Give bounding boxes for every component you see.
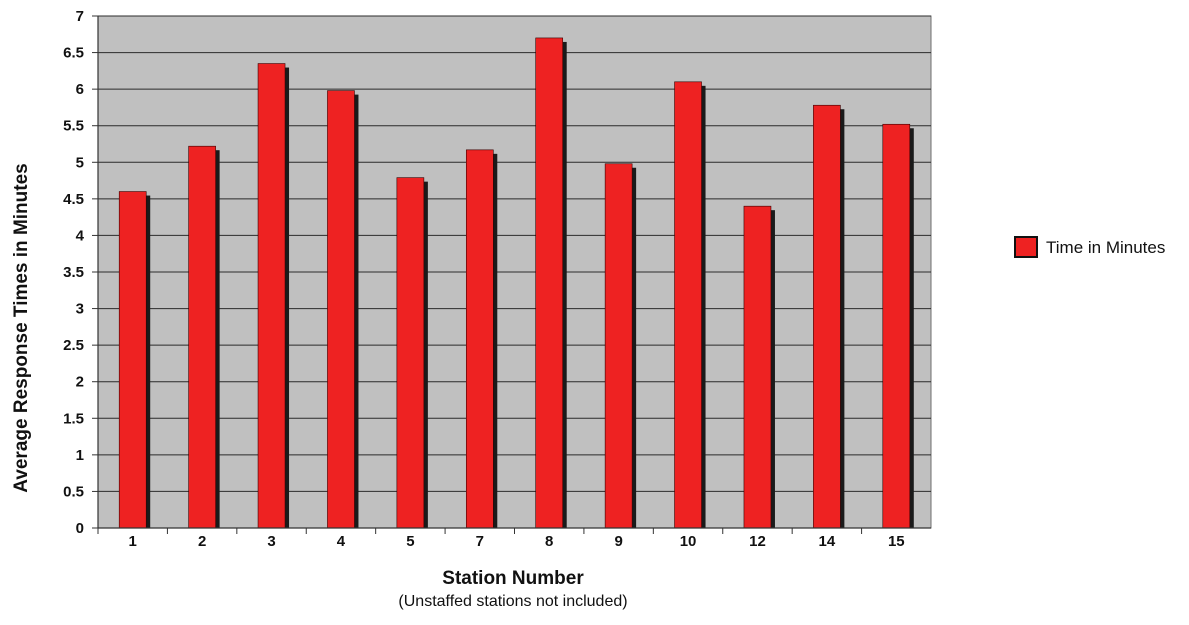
bar-station-15 <box>882 123 911 529</box>
y-tick-label: 7 <box>76 8 84 25</box>
bar-station-5 <box>396 177 425 529</box>
x-tick-label: 12 <box>749 533 766 550</box>
bar-station-12 <box>743 205 772 529</box>
y-tick-label: 3.5 <box>63 264 84 281</box>
x-tick-label: 9 <box>614 533 622 550</box>
legend-swatch <box>1014 236 1038 258</box>
bar-station-10 <box>674 81 702 529</box>
bar-station-14 <box>813 104 841 529</box>
x-tick-label: 5 <box>406 533 414 550</box>
x-tick-label: 14 <box>819 533 836 550</box>
y-axis-title: Average Response Times in Minutes <box>11 163 32 492</box>
y-tick-label: 1 <box>76 447 84 464</box>
x-tick-label: 7 <box>476 533 484 550</box>
x-tick-label: 8 <box>545 533 553 550</box>
legend-label: Time in Minutes <box>1046 238 1165 257</box>
bar-station-7 <box>465 149 494 529</box>
x-tick-label: 15 <box>888 533 905 550</box>
y-tick-label: 0 <box>76 520 84 537</box>
y-tick-label: 3 <box>76 301 84 318</box>
x-tick-label: 3 <box>267 533 275 550</box>
y-tick-label: 5 <box>76 154 84 171</box>
x-tick-label: 2 <box>198 533 206 550</box>
y-tick-label: 6 <box>76 81 84 98</box>
y-tick-label: 2 <box>76 374 84 391</box>
legend: Time in Minutes <box>1014 236 1165 258</box>
y-tick-label: 4 <box>76 227 85 244</box>
bar-station-9 <box>604 163 633 529</box>
bar-station-4 <box>327 90 355 529</box>
x-tick-label: 4 <box>337 533 346 550</box>
y-tick-label: 6.5 <box>63 45 84 62</box>
y-tick-label: 0.5 <box>63 483 84 500</box>
y-tick-label: 4.5 <box>63 191 84 208</box>
x-axis-note: (Unstaffed stations not included) <box>398 593 627 610</box>
y-tick-label: 5.5 <box>63 118 84 135</box>
axes <box>92 15 931 534</box>
bars <box>118 37 914 529</box>
bar-station-8 <box>535 37 564 529</box>
x-tick-label: 10 <box>680 533 697 550</box>
bar-station-3 <box>257 63 286 529</box>
y-tick-labels: 0 0.5 1 1.5 2 2.5 3 3.5 4 4.5 5 5.5 6 6.5 7 <box>63 8 85 537</box>
gridlines <box>98 15 931 492</box>
bar-station-1 <box>118 191 147 529</box>
x-tick-labels: 1 2 3 4 5 7 8 9 10 12 14 15 <box>129 533 905 550</box>
y-tick-label: 1.5 <box>63 410 84 427</box>
x-axis-title: Station Number <box>442 568 584 589</box>
y-tick-label: 2.5 <box>63 337 84 354</box>
bar-station-2 <box>188 145 216 529</box>
x-tick-label: 1 <box>129 533 137 550</box>
